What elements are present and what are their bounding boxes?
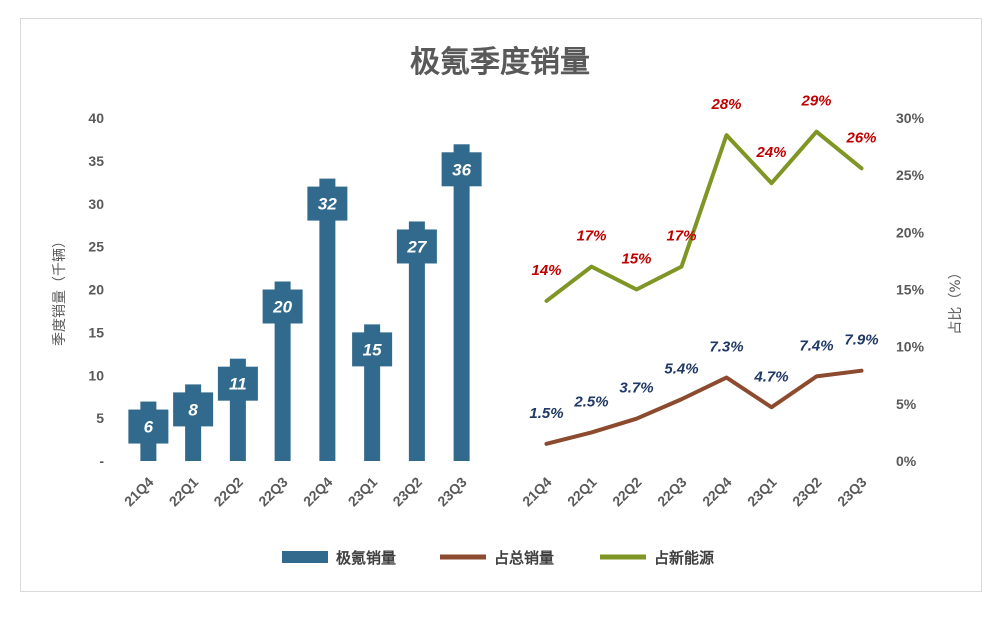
left-x-tick-label: 22Q1 xyxy=(166,474,202,510)
right-y-tick-label: 10% xyxy=(896,339,925,355)
line-data-label: 14% xyxy=(531,262,561,279)
right-x-tick-label: 22Q4 xyxy=(699,474,735,510)
line-total-share xyxy=(544,368,864,446)
left-axis: - 5 10 15 20 25 30 35 40 xyxy=(88,110,104,469)
bar-value-box xyxy=(173,392,214,427)
legend: 极氪销量 占总销量 占新能源 xyxy=(282,549,714,567)
bar-data-label: 15 xyxy=(363,340,382,359)
right-x-tick-label: 23Q2 xyxy=(789,474,825,510)
bar-stem xyxy=(453,144,470,462)
line-data-label: 24% xyxy=(755,144,786,161)
line-data-label: 26% xyxy=(845,129,876,146)
line-data-label: 29% xyxy=(800,93,831,110)
bar-data-label: 36 xyxy=(452,160,471,179)
right-x-tick-label: 21Q4 xyxy=(519,474,555,510)
right-y-tick-label: 5% xyxy=(896,396,917,412)
line-data-label: 15% xyxy=(621,251,651,268)
left-x-tick-label: 21Q4 xyxy=(121,474,157,510)
bar-stem xyxy=(319,178,336,461)
right-y-tick-label: 0% xyxy=(896,453,917,469)
left-y-tick-label: - xyxy=(99,453,104,469)
line-data-label: 17% xyxy=(666,228,696,245)
left-x-tick-label: 23Q1 xyxy=(345,474,381,510)
right-x-tick-label: 23Q3 xyxy=(834,474,870,510)
bar-data-label: 6 xyxy=(144,418,154,437)
left-x-tick-label: 22Q2 xyxy=(210,474,246,510)
bar-stem xyxy=(408,221,425,461)
legend-swatch-bar xyxy=(282,551,328,563)
line-data-label: 4.7% xyxy=(753,368,788,385)
right-y-tick-label: 20% xyxy=(896,224,925,240)
left-x-tick-label: 23Q3 xyxy=(434,474,470,510)
right-x-axis: 21Q4 22Q1 22Q2 22Q3 22Q4 23Q1 23Q2 23Q3 xyxy=(519,474,870,510)
chart-frame xyxy=(20,18,982,592)
left-y-tick-label: 30 xyxy=(88,196,104,212)
left-x-tick-label: 22Q3 xyxy=(255,474,291,510)
bar-data-label: 32 xyxy=(318,195,337,214)
right-x-tick-label: 23Q1 xyxy=(744,474,780,510)
bar-value-box xyxy=(352,332,393,367)
right-x-tick-label: 22Q2 xyxy=(609,474,645,510)
legend-label: 占总销量 xyxy=(494,549,554,567)
bar-data-label: 20 xyxy=(272,298,292,317)
line-data-label: 7.3% xyxy=(709,339,743,356)
left-x-axis: 21Q4 22Q1 22Q2 22Q3 22Q4 23Q1 23Q2 23Q3 xyxy=(121,474,470,510)
bar-data-label: 27 xyxy=(406,237,427,256)
left-y-tick-label: 10 xyxy=(88,367,104,383)
left-y-tick-label: 20 xyxy=(88,282,104,298)
chart-title: 极氪季度销量 xyxy=(410,45,590,80)
line-data-label: 28% xyxy=(710,96,741,113)
left-y-tick-label: 5 xyxy=(96,410,104,426)
line-data-label: 3.7% xyxy=(619,380,653,397)
right-axis-title: 占比（%） xyxy=(948,265,964,334)
right-y-tick-label: 25% xyxy=(896,167,925,183)
bar-value-box xyxy=(396,229,437,264)
right-axis: 0% 5% 10% 15% 20% 25% 30% xyxy=(896,110,925,469)
line-series: 1.5% 2.5% 3.7% 5.4% 7.3% 4.7% 7.4% 7.9% 14% 17% 15… xyxy=(529,93,879,446)
right-x-tick-label: 22Q3 xyxy=(654,474,690,510)
left-x-tick-label: 22Q4 xyxy=(300,474,336,510)
bar-data-label: 8 xyxy=(188,400,198,419)
line-nev-share xyxy=(544,129,864,303)
line-data-label: 5.4% xyxy=(664,360,698,377)
left-axis-title: 季度销量（千辆） xyxy=(52,234,68,346)
legend-label: 极氪销量 xyxy=(336,549,396,567)
bar-value-box xyxy=(217,366,258,401)
right-y-tick-label: 30% xyxy=(896,110,925,126)
line-data-label: 7.9% xyxy=(844,332,878,349)
line-data-label: 2.5% xyxy=(573,393,608,410)
right-x-tick-label: 22Q1 xyxy=(564,474,600,510)
right-y-tick-label: 15% xyxy=(896,282,925,298)
bar-stem xyxy=(274,281,291,461)
left-y-tick-label: 25 xyxy=(88,239,104,255)
bar-value-box xyxy=(128,409,169,444)
bar-value-box xyxy=(262,289,303,324)
left-y-tick-label: 35 xyxy=(88,153,104,169)
left-y-tick-label: 15 xyxy=(88,324,104,340)
left-x-tick-label: 23Q2 xyxy=(389,474,425,510)
bar-data-label: 11 xyxy=(229,375,247,394)
left-y-tick-label: 40 xyxy=(88,110,104,126)
legend-label: 占新能源 xyxy=(654,549,714,567)
bar-value-box xyxy=(307,186,348,221)
bar-series: 6 8 11 20 32 15 27 36 xyxy=(128,144,482,462)
bar-value-box xyxy=(441,152,482,187)
line-data-label: 1.5% xyxy=(529,405,563,422)
line-data-label: 7.4% xyxy=(799,337,833,354)
line-data-label: 17% xyxy=(576,228,606,245)
